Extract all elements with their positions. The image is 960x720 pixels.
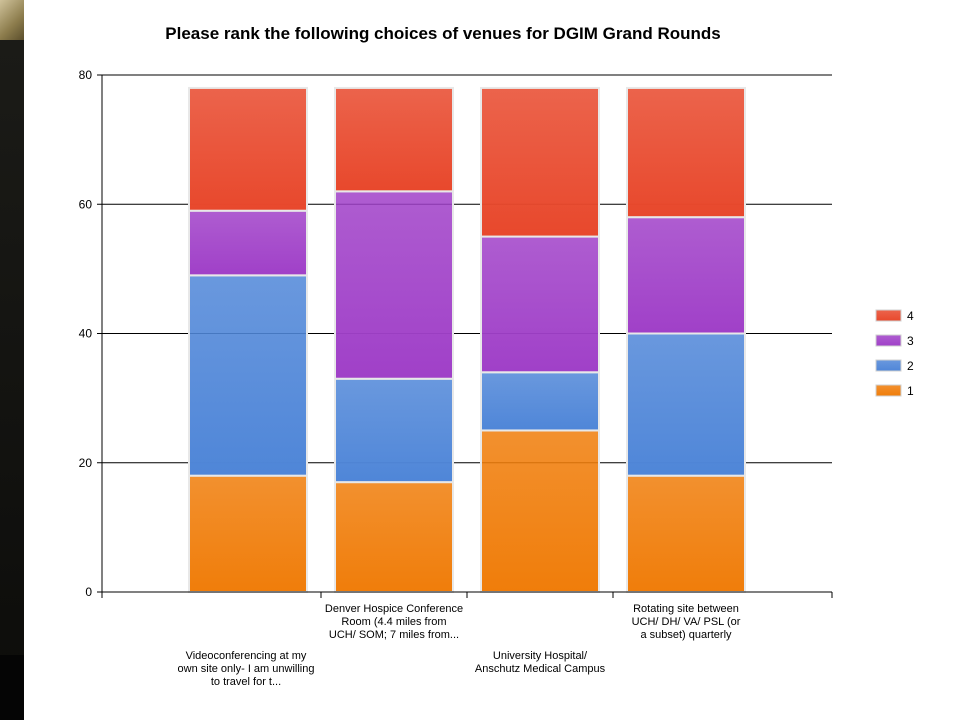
bar-segment-2	[188, 274, 308, 477]
chart-title: Please rank the following choices of ven…	[165, 24, 720, 43]
bars	[188, 86, 746, 594]
bar-segment-4	[480, 86, 600, 238]
bar-segment-2	[334, 377, 454, 484]
bar-segment-3	[334, 190, 454, 380]
y-tick-label: 40	[79, 327, 93, 341]
bar-segment-1	[480, 429, 600, 593]
legend-label-3: 3	[907, 334, 914, 348]
legend-label-4: 4	[907, 309, 914, 323]
y-tick-label: 0	[85, 585, 92, 599]
bar-segment-4	[626, 86, 746, 219]
category-label: Denver Hospice Conference Room (4.4 miles…	[325, 603, 463, 641]
slide-side-strip	[0, 0, 24, 720]
bar-segment-3	[626, 216, 746, 335]
bar-segment-1	[188, 474, 308, 593]
y-tick-label: 80	[79, 68, 93, 82]
category-label: Videoconferencing at my own site only- I …	[178, 650, 315, 688]
legend-label-2: 2	[907, 359, 914, 373]
y-tick-label: 20	[79, 456, 93, 470]
bar-segment-4	[188, 86, 308, 212]
bar-segment-2	[626, 332, 746, 477]
category-label: University Hospital/Anschutz Medical Cam…	[475, 650, 606, 675]
bar-segment-4	[334, 86, 454, 193]
legend: 4 3 2 1	[875, 309, 914, 398]
bar-segment-1	[626, 474, 746, 593]
bar-segment-1	[334, 481, 454, 594]
legend-label-1: 1	[907, 384, 914, 398]
category-label: Rotating site between UCH/ DH/ VA/ PSL (o…	[632, 603, 741, 641]
legend-swatch-2	[875, 359, 902, 372]
y-tick-label: 60	[79, 197, 93, 211]
bar-segment-3	[188, 209, 308, 277]
axes	[101, 75, 833, 598]
legend-swatch-3	[875, 334, 902, 347]
slide-gold-accent	[0, 0, 24, 40]
bar-segment-2	[480, 371, 600, 432]
slide-dark-footer	[0, 655, 24, 720]
bar-segment-3	[480, 235, 600, 374]
legend-swatch-4	[875, 309, 902, 322]
legend-swatch-1	[875, 384, 902, 397]
category-labels: Videoconferencing at my own site only- I …	[178, 603, 741, 688]
